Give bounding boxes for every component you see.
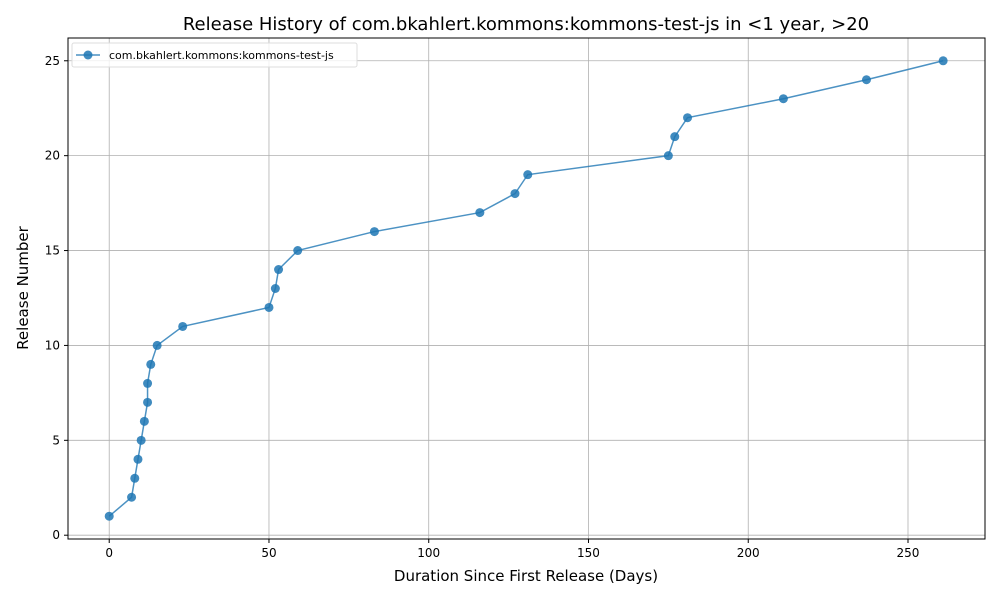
data-point — [510, 189, 520, 199]
data-point — [136, 435, 146, 445]
grid-layer — [68, 38, 985, 539]
data-point — [861, 75, 871, 85]
x-tick-label: 100 — [417, 546, 440, 560]
data-point — [683, 113, 693, 123]
y-tick-label: 20 — [45, 149, 60, 163]
y-tick-label: 15 — [45, 244, 60, 258]
y-axis-label: Release Number — [14, 225, 32, 349]
series-layer — [104, 56, 948, 521]
x-axis-label: Duration Since First Release (Days) — [394, 567, 658, 585]
data-point — [369, 227, 379, 237]
x-tick-label: 250 — [897, 546, 920, 560]
data-point — [104, 511, 114, 521]
y-tick-label: 25 — [45, 54, 60, 68]
data-point — [663, 151, 673, 161]
y-tick-label: 0 — [52, 528, 60, 542]
legend-dot-marker — [83, 50, 93, 60]
data-point — [264, 302, 274, 312]
data-point — [274, 265, 284, 275]
data-point — [523, 170, 533, 180]
legend: com.bkahlert.kommons:kommons-test-js — [71, 42, 358, 68]
data-point — [178, 321, 188, 331]
x-tick-label: 200 — [737, 546, 760, 560]
data-point — [139, 416, 149, 426]
data-point — [143, 397, 153, 407]
data-point — [130, 473, 140, 483]
data-point — [670, 132, 680, 142]
plot-frame — [67, 37, 986, 540]
legend-entry-label: com.bkahlert.kommons:kommons-test-js — [109, 49, 334, 62]
x-tick-label: 150 — [577, 546, 600, 560]
x-tick-label: 50 — [261, 546, 276, 560]
data-point — [475, 208, 485, 218]
x-tick-label: 0 — [105, 546, 113, 560]
tick-layer: 0 50 100 150 200 250 0 5 10 15 20 25 — [45, 54, 920, 560]
data-point — [270, 284, 280, 293]
y-tick-label: 5 — [52, 433, 60, 447]
legend-box — [71, 42, 358, 68]
y-tick-label: 10 — [45, 338, 60, 352]
data-point — [778, 94, 788, 104]
data-point — [293, 246, 303, 256]
data-point — [146, 359, 156, 369]
data-point — [133, 454, 143, 464]
data-point — [127, 492, 137, 502]
data-point — [152, 340, 162, 350]
data-point — [143, 378, 153, 388]
series-line — [108, 60, 944, 517]
data-point — [938, 56, 948, 66]
chart-title: Release History of com.bkahlert.kommons:… — [183, 14, 869, 35]
